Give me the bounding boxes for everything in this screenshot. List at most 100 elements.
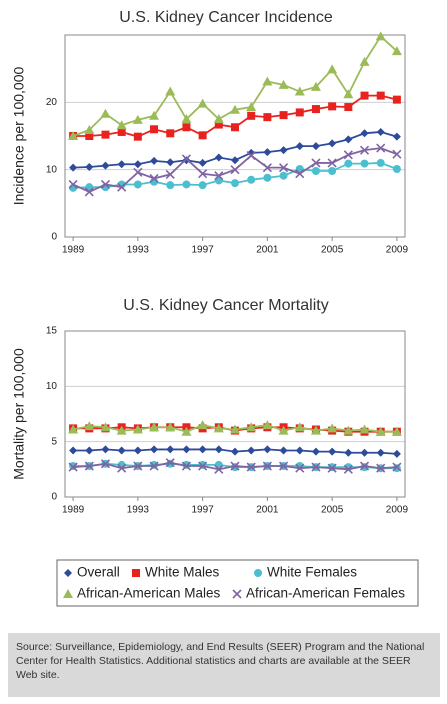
marker — [344, 103, 353, 112]
marker — [165, 169, 175, 179]
marker — [328, 102, 337, 111]
marker — [392, 149, 402, 159]
x-tick-label: 1989 — [62, 245, 85, 256]
marker — [375, 31, 386, 41]
marker — [295, 446, 304, 455]
marker — [279, 446, 288, 455]
marker — [181, 461, 191, 471]
marker — [181, 114, 192, 124]
note-box: Source: Surveillance, Epidemiology, and … — [8, 633, 440, 697]
marker — [310, 81, 321, 91]
marker — [117, 127, 126, 136]
y-tick-label: 20 — [46, 97, 58, 108]
marker — [344, 135, 353, 144]
marker — [133, 160, 142, 169]
marker — [359, 145, 370, 155]
marker — [376, 127, 385, 136]
marker — [311, 167, 320, 176]
marker — [150, 125, 159, 134]
marker — [392, 462, 402, 472]
marker — [392, 132, 401, 141]
marker — [214, 460, 223, 469]
marker — [231, 156, 239, 165]
marker — [230, 165, 240, 175]
marker — [360, 129, 369, 138]
marker — [133, 446, 142, 455]
marker — [392, 95, 401, 104]
marker — [311, 105, 320, 114]
marker — [69, 163, 78, 172]
marker — [359, 56, 370, 66]
marker — [64, 569, 72, 577]
marker — [198, 158, 207, 167]
marker — [63, 589, 73, 598]
marker — [165, 422, 176, 432]
marker — [279, 111, 288, 120]
marker — [101, 130, 110, 139]
y-tick-label: 10 — [46, 381, 58, 392]
marker — [181, 426, 192, 436]
legend-label: African-American Females — [246, 586, 405, 601]
marker — [294, 422, 305, 432]
y-tick-label: 0 — [51, 492, 57, 503]
marker — [117, 463, 127, 473]
x-tick-label: 2001 — [256, 245, 279, 256]
marker — [182, 156, 191, 165]
marker — [132, 569, 140, 577]
x-tick-label: 1993 — [127, 505, 150, 516]
marker — [327, 423, 338, 433]
marker — [278, 79, 289, 89]
source-note: Source: Surveillance, Epidemiology, and … — [16, 641, 425, 681]
plot-frame — [64, 330, 406, 498]
marker — [166, 445, 175, 454]
marker — [198, 445, 207, 454]
marker — [198, 181, 207, 190]
x-tick-label: 2009 — [386, 505, 409, 516]
marker — [246, 150, 256, 161]
marker — [84, 187, 94, 197]
marker — [68, 462, 78, 472]
y-axis-label: Mortality per 100,000 — [11, 348, 27, 480]
marker — [246, 422, 257, 432]
marker — [279, 171, 288, 180]
marker — [133, 167, 143, 177]
marker — [392, 164, 401, 173]
marker — [360, 91, 369, 100]
marker — [133, 132, 142, 141]
marker — [149, 461, 159, 471]
marker — [376, 463, 386, 473]
marker — [328, 447, 337, 456]
x-tick-label: 1989 — [62, 505, 85, 516]
marker — [359, 461, 370, 471]
marker — [230, 424, 240, 434]
marker — [295, 108, 304, 117]
marker — [116, 425, 127, 435]
marker — [246, 102, 257, 112]
marker — [85, 162, 94, 171]
plot-frame — [64, 34, 406, 238]
marker — [101, 445, 110, 454]
marker — [165, 458, 175, 468]
marker — [247, 446, 256, 455]
marker — [165, 86, 176, 96]
marker — [182, 180, 191, 189]
marker — [247, 175, 256, 184]
marker — [232, 589, 242, 599]
marker — [376, 448, 385, 457]
marker — [295, 142, 304, 151]
marker — [214, 464, 224, 474]
y-tick-label: 10 — [46, 164, 58, 175]
marker — [247, 148, 256, 157]
marker — [197, 98, 208, 108]
marker — [343, 150, 353, 160]
marker — [149, 173, 159, 183]
marker — [343, 464, 353, 474]
marker — [181, 154, 191, 164]
marker — [213, 423, 224, 433]
marker — [344, 448, 353, 457]
marker — [311, 158, 321, 168]
marker — [182, 445, 191, 454]
marker — [69, 446, 78, 455]
marker — [279, 163, 289, 173]
